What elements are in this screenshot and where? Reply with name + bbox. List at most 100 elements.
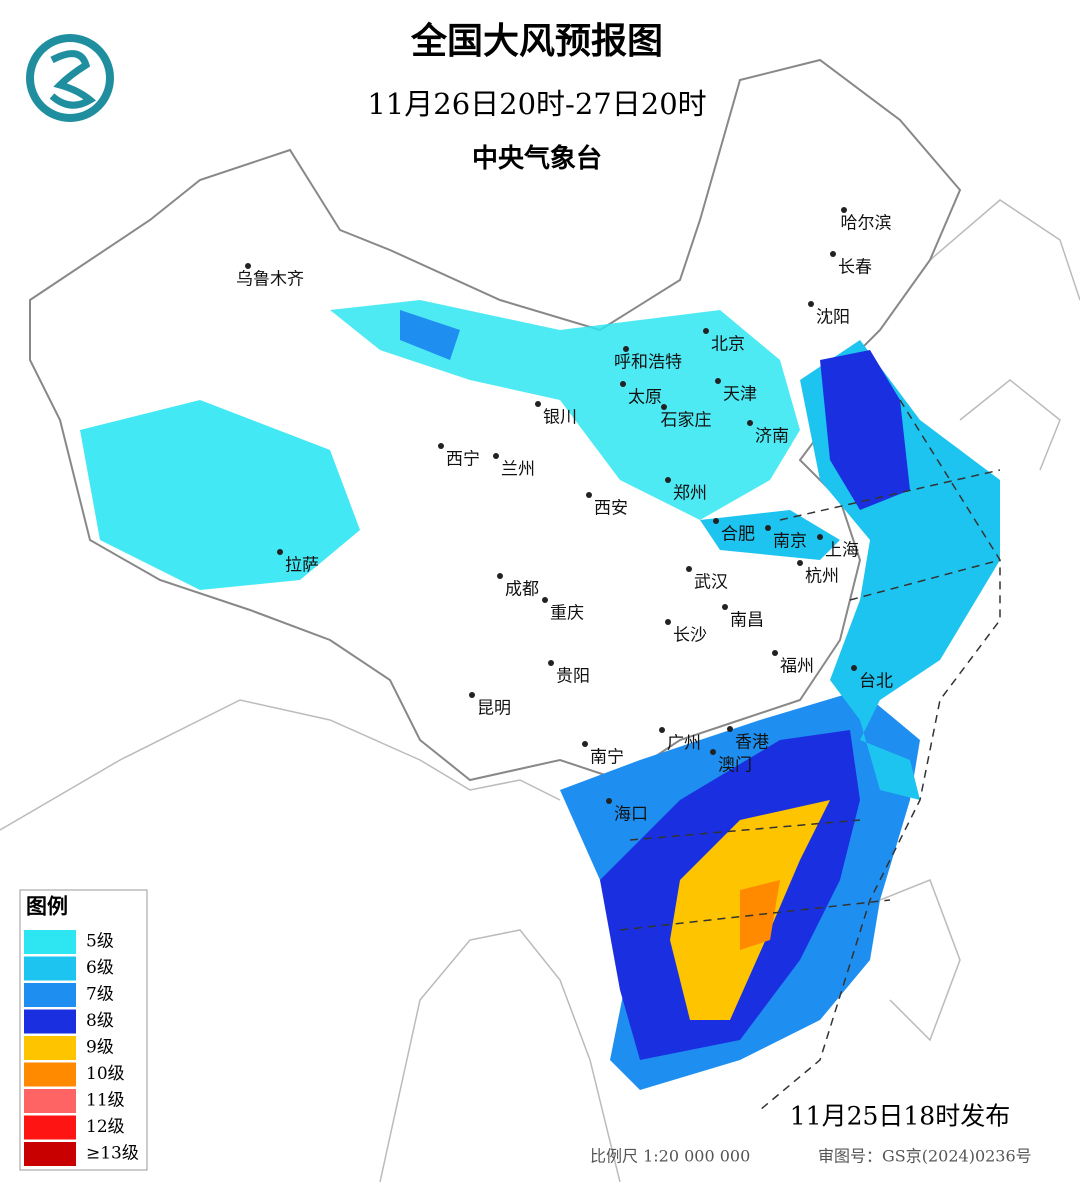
city-label: 昆明 [477,699,511,719]
legend-label: 7级 [86,985,114,1005]
city-dot [620,381,626,387]
city-dot [808,301,814,307]
city-dot [582,741,588,747]
city-dot [710,749,716,755]
city-dot [497,573,503,579]
approval-number: 审图号：GS京(2024)0236号 [818,1147,1032,1166]
china-outline [29,58,962,782]
city-label: 南京 [773,532,807,552]
legend-label: 5级 [86,932,114,952]
legend-label: 12级 [86,1117,125,1137]
city-label: 石家庄 [661,411,712,431]
city-dot [493,453,499,459]
city-label: 南宁 [590,748,624,768]
legend-swatch [24,1115,76,1140]
city-dot [722,604,728,610]
legend: 5级 6级 7级 8级 9级 10级 11级 12级 ≥13级 [24,930,139,1166]
title: 全国大风预报图 [410,20,663,62]
legend-label: 6级 [86,958,114,978]
city-dot [606,798,612,804]
city-label: 海口 [614,805,648,825]
city-dot [703,328,709,334]
city-dot [851,665,857,671]
city-label: 杭州 [805,567,839,587]
city-dot [747,420,753,426]
city-label: 成都 [505,580,539,600]
logo [26,34,114,122]
legend-swatch [24,956,76,981]
city-label: 福州 [780,657,814,677]
city-label: 兰州 [501,460,535,480]
city-label: 南昌 [730,611,764,631]
city-label: 沈阳 [816,308,850,328]
city-label: 西宁 [446,450,480,470]
city-dot [659,727,665,733]
city-dot [665,619,671,625]
city-dot [817,534,823,540]
city-label: 北京 [711,335,745,355]
legend-title: 图例 [26,894,68,919]
city-dot [830,251,836,257]
city-dot [765,525,771,531]
city-label: 银川 [543,408,577,428]
city-dot [727,726,733,732]
city-label: 长沙 [673,626,707,646]
city-label: 郑州 [673,484,707,504]
city-label: 广州 [667,734,701,754]
city-dot [548,660,554,666]
city-dot [686,566,692,572]
city-dot [245,263,251,269]
issuer: 中央气象台 [472,143,602,174]
city-label: 武汉 [694,573,728,593]
city-label: 重庆 [550,604,584,624]
city-dot [772,650,778,656]
city-label: 乌鲁木齐 [236,270,304,290]
city-label: 呼和浩特 [614,353,682,373]
city-dot [715,378,721,384]
city-dot [623,346,629,352]
city-dot [542,597,548,603]
city-label: 太原 [628,388,662,408]
legend-swatch [24,983,76,1007]
city-labels: 乌鲁木齐呼和浩特 北京天津 哈尔滨长春沈阳银川 太原石家庄济南西宁兰州郑州西安合肥 南京… [236,207,893,825]
period: 11月26日20时-27日20时 [367,87,706,121]
legend-label: ≥13级 [86,1144,139,1164]
legend-label: 11级 [86,1091,125,1111]
city-label: 天津 [723,385,757,405]
city-dot [586,492,592,498]
city-label: 拉萨 [285,556,319,576]
legend-swatch [24,1036,76,1060]
city-dot [438,443,444,449]
legend-swatch [24,1009,76,1034]
city-label: 长春 [838,258,872,278]
city-label: 台北 [859,672,893,692]
legend-label: 8级 [86,1011,114,1031]
wind-areas [80,300,1000,1090]
legend-swatch [24,1089,76,1113]
city-dot [469,692,475,698]
city-label: 贵阳 [556,667,590,687]
release-time: 11月25日18时发布 [790,1102,1010,1131]
legend-swatch [24,930,76,954]
city-dot [713,518,719,524]
city-dot [535,401,541,407]
city-label: 西安 [594,499,628,519]
sea-zones [619,399,1001,1111]
city-label: 济南 [755,427,789,447]
legend-label: 10级 [86,1064,125,1084]
city-label: 澳门 [718,756,752,776]
city-dot [797,560,803,566]
legend-swatch [24,1062,76,1087]
city-label: 合肥 [721,525,755,545]
city-dot [661,404,667,410]
neighbor-borders [0,199,1080,1183]
city-dot [277,549,283,555]
legend-swatch [24,1142,76,1166]
scale: 比例尺 1:20 000 000 [590,1147,750,1166]
city-dot [665,477,671,483]
city-label: 哈尔滨 [841,214,892,234]
city-label: 香港 [735,733,769,753]
legend-label: 9级 [86,1038,114,1058]
city-label: 上海 [825,541,859,561]
